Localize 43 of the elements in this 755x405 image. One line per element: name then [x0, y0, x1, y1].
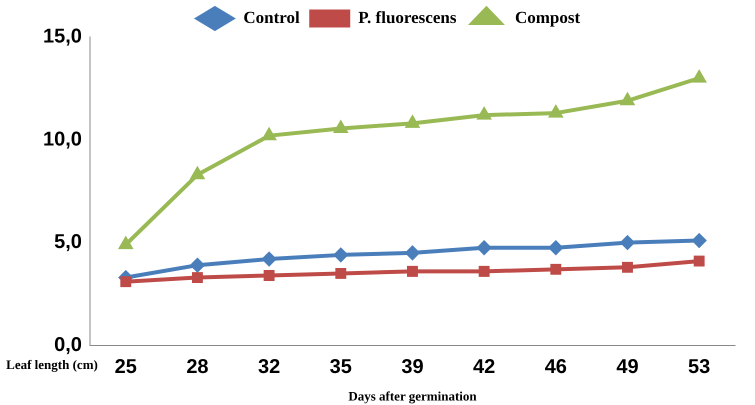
y-tick-label: 5,0 [54, 231, 82, 254]
point [692, 70, 707, 83]
x-tick-label: 35 [330, 356, 352, 378]
point [550, 264, 562, 275]
x-tick-label: 46 [544, 356, 567, 378]
point [478, 266, 490, 277]
point [692, 233, 707, 248]
x-tick-label: 28 [186, 356, 209, 378]
legend-label: Compost [514, 8, 580, 27]
point [264, 270, 275, 281]
point [333, 247, 348, 262]
point [548, 240, 564, 256]
legend-label: P. fluorescens [358, 8, 457, 27]
point [335, 268, 346, 279]
point [476, 106, 492, 120]
point [476, 240, 492, 256]
point [262, 252, 277, 267]
legend-label: Control [243, 8, 300, 27]
point [620, 92, 635, 106]
point [190, 166, 205, 180]
point [404, 245, 420, 260]
y-tick-label: 0,0 [54, 334, 82, 356]
point [120, 276, 132, 288]
point [694, 256, 705, 267]
point [333, 120, 348, 133]
point [548, 104, 564, 118]
y-tick-label: 15,0 [42, 26, 82, 48]
point [405, 114, 420, 128]
point [620, 235, 635, 250]
x-tick-label: 53 [688, 356, 710, 378]
point [262, 127, 277, 140]
x-axis-title: Days after germination [348, 388, 478, 404]
point [407, 266, 418, 277]
x-tick-label: 42 [473, 356, 496, 378]
x-tick-label: 32 [258, 356, 280, 378]
x-tick-label: 49 [616, 356, 639, 378]
y-tick-label: 10,0 [42, 128, 82, 150]
y-axis-title: Leaf length (cm) [6, 356, 98, 372]
point [192, 272, 203, 283]
x-tick-label: 25 [114, 356, 137, 378]
point [190, 258, 205, 273]
x-tick-label: 39 [401, 356, 424, 378]
point [622, 262, 633, 273]
